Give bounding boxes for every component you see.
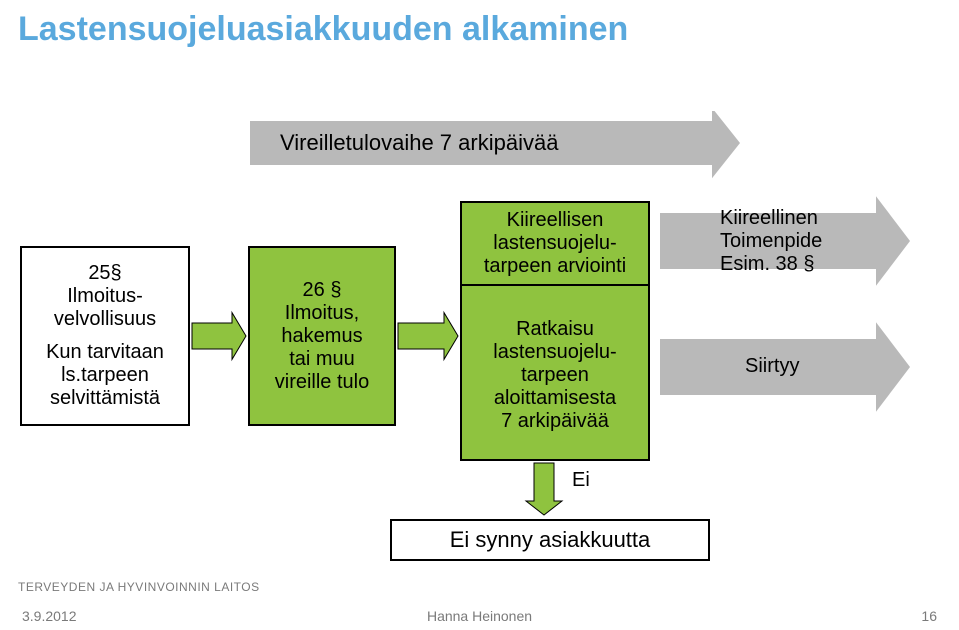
box-ei-synny-asiakkuutta: Ei synny asiakkuutta (390, 519, 710, 561)
arrow-down-ei (526, 463, 562, 515)
footer-date: 3.9.2012 (22, 608, 327, 624)
col1-l1: 25§ (88, 262, 121, 285)
thl-logo: TERVEYDEN JA HYVINVOINNIN LAITOS (18, 580, 260, 594)
col3b-l5: 7 arkipäivää (462, 410, 648, 433)
thl-logo-text: TERVEYDEN JA HYVINVOINNIN LAITOS (18, 580, 260, 594)
page-title: Lastensuojeluasiakkuuden alkaminen (0, 0, 959, 55)
col3b-l2: lastensuojelu- (462, 341, 648, 364)
arrow-col1-col2 (192, 313, 246, 360)
box-ilmoitusvelvollisuus: 25§ Ilmoitus- velvollisuus Kun tarvitaan… (20, 246, 190, 426)
box-arviointi-ratkaisu: Kiireellisen lastensuojelu- tarpeen arvi… (460, 201, 650, 461)
footer-bar: 3.9.2012 Hanna Heinonen 16 (0, 604, 959, 630)
top-phase-label: Vireilletulovaihe 7 arkipäivää (280, 130, 558, 156)
col1-l5: ls.tarpeen (61, 364, 149, 387)
footer-page: 16 (632, 608, 937, 624)
footer-author: Hanna Heinonen (327, 608, 632, 624)
box-ilmoitus-hakemus: 26 § Ilmoitus, hakemus tai muu vireille … (248, 246, 396, 426)
arrow-col2-col3 (398, 313, 458, 360)
thl-logo-icon (911, 562, 945, 596)
col2-l5: vireille tulo (275, 371, 369, 394)
diagram-canvas: Vireilletulovaihe 7 arkipäivää 25§ Ilmoi… (0, 111, 959, 581)
col2-l2: Ilmoitus, (285, 302, 359, 325)
col1-l4: Kun tarvitaan (46, 341, 164, 364)
col3b-l1: Ratkaisu (462, 318, 648, 341)
col1-l3: velvollisuus (54, 308, 156, 331)
col3a-l1: Kiireellisen (462, 209, 648, 232)
col2-l1: 26 § (303, 279, 342, 302)
col3a-l3: tarpeen arviointi (462, 255, 648, 278)
col3b-l3: tarpeen (462, 364, 648, 387)
col1-l6: selvittämistä (50, 387, 160, 410)
col1-l2: Ilmoitus- (67, 285, 143, 308)
col3a-l2: lastensuojelu- (462, 232, 648, 255)
col2-l3: hakemus (281, 325, 362, 348)
col2-l4: tai muu (289, 348, 355, 371)
col3b-l4: aloittamisesta (462, 387, 648, 410)
label-siirtyy: Siirtyy (745, 355, 799, 378)
label-ei: Ei (572, 469, 590, 492)
label-kiireellinen-toimenpide: Kiireellinen Toimenpide Esim. 38 § (720, 207, 822, 276)
